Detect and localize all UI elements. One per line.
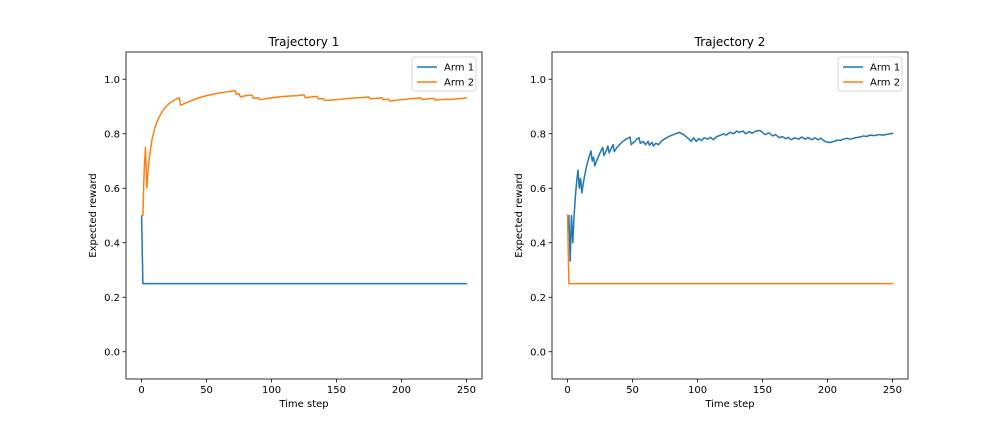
x-tick-label: 50 <box>200 385 213 396</box>
series-line-arm-1 <box>140 214 468 285</box>
y-tick-label: 0.0 <box>530 347 546 358</box>
x-tick-label: 0 <box>138 385 144 396</box>
legend: Arm 1 Arm 2 <box>411 56 477 92</box>
legend-label: Arm 1 <box>870 63 900 74</box>
x-tick-label: 200 <box>392 385 411 396</box>
y-tick-label: 0.6 <box>530 184 546 195</box>
y-tick-label: 0.4 <box>104 238 120 249</box>
chart-trajectory-1: 0 50 100 150 200 250 0.0 0.2 0.4 0.6 0.8 1.0 Traject… <box>88 35 483 410</box>
y-axis-label: Expected reward <box>88 173 99 257</box>
y-tick-label: 0.6 <box>104 184 120 195</box>
x-axis-label: Time step <box>278 399 328 410</box>
legend-label: Arm 1 <box>444 63 474 74</box>
x-tick-label: 150 <box>327 385 346 396</box>
legend-label: Arm 2 <box>444 78 474 89</box>
legend-label: Arm 2 <box>870 78 900 89</box>
y-axis-label: Expected reward <box>514 173 525 257</box>
y-tick-label: 0.4 <box>530 238 546 249</box>
series-line-arm-2 <box>140 89 468 217</box>
x-tick-label: 0 <box>564 385 570 396</box>
series-line-arm-2 <box>566 214 894 285</box>
chart-title: Trajectory 1 <box>268 35 340 49</box>
x-tick-label: 250 <box>457 385 476 396</box>
series-line-arm-1 <box>566 129 894 262</box>
x-tick-label: 150 <box>753 385 772 396</box>
x-tick-label: 100 <box>262 385 281 396</box>
chart-trajectory-2: 0 50 100 150 200 250 0.0 0.2 0.4 0.6 0.8 1.0 Traject… <box>514 35 909 410</box>
y-tick-label: 0.2 <box>104 293 120 304</box>
legend: Arm 1 Arm 2 <box>837 56 903 92</box>
chart-title: Trajectory 2 <box>694 35 766 49</box>
x-tick-label: 250 <box>883 385 902 396</box>
x-tick-label: 100 <box>688 385 707 396</box>
x-tick-label: 50 <box>626 385 639 396</box>
axes-frame <box>551 51 909 380</box>
x-axis-label: Time step <box>704 399 754 410</box>
y-tick-label: 1.0 <box>530 75 546 86</box>
y-tick-label: 1.0 <box>104 75 120 86</box>
x-tick-label: 200 <box>818 385 837 396</box>
axes-frame <box>125 51 483 380</box>
y-tick-label: 0.8 <box>530 129 546 140</box>
y-tick-label: 0.2 <box>530 293 546 304</box>
y-tick-label: 0.8 <box>104 129 120 140</box>
y-tick-label: 0.0 <box>104 347 120 358</box>
